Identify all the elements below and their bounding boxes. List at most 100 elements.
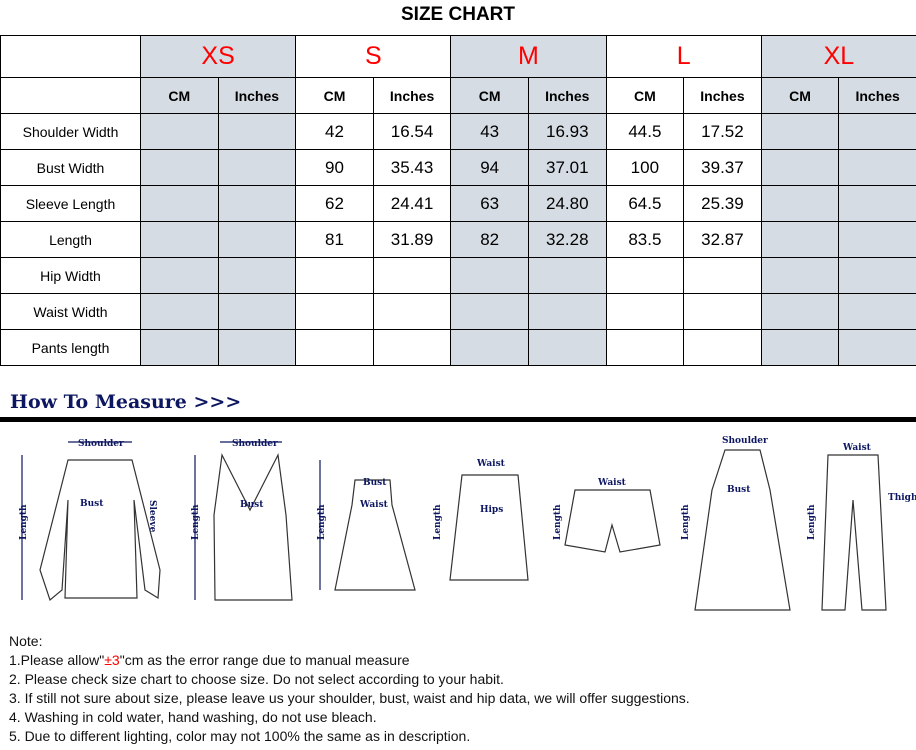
value-cell [295,329,374,366]
value-cell: 62 [295,185,374,222]
label-waist: Waist [597,478,627,488]
label-hips: Hips [480,505,503,515]
value-cell [140,293,219,330]
value-cell [217,293,297,330]
value-cell [683,293,762,330]
value-cell: 24.41 [372,185,452,222]
value-cell [838,113,916,150]
value-cell: 42 [295,113,374,150]
value-cell: 94 [450,149,529,186]
table-row: Hip Width [0,257,916,294]
value-cell [760,221,840,258]
size-header: S [295,35,452,78]
note-3: 3. If still not sure about size, please … [9,690,690,706]
value-cell [838,149,916,186]
label-bust: Bust [240,500,264,510]
note-1-tolerance: ±3 [104,652,120,668]
value-cell [140,149,219,186]
shorts-figure: Waist Length [553,478,661,553]
value-cell [140,257,219,294]
value-cell [217,185,297,222]
value-cell: 16.93 [527,113,607,150]
value-cell [372,257,452,294]
unit-header: Inches [372,77,452,114]
value-cell: 24.80 [527,185,607,222]
value-cell [760,257,840,294]
value-cell [838,257,916,294]
divider [0,417,916,422]
value-cell: 64.5 [605,185,685,222]
value-cell [760,329,840,366]
value-cell [295,257,374,294]
unit-header: Inches [838,77,916,114]
dress-figure: Bust Waist Length [317,460,416,591]
pants-figure: Waist Thigh Length [807,443,916,611]
size-header: M [450,35,607,78]
value-cell [450,329,529,366]
table-row: Shoulder Width 42 16.54 43 16.93 44.5 17.52 [0,113,916,150]
unit-header: Inches [683,77,762,114]
value-cell [217,149,297,186]
value-cell [605,329,685,366]
value-cell [683,257,762,294]
how-to-measure-heading: How To Measure >>> [10,391,242,413]
value-cell [760,113,840,150]
table-row: Length 81 31.89 82 32.28 83.5 32.87 [0,221,916,258]
value-cell: 35.43 [372,149,452,186]
label-waist: Waist [359,500,389,510]
value-cell [140,185,219,222]
label-length: Length [553,504,563,540]
value-cell: 82 [450,221,529,258]
row-label: Bust Width [0,149,141,186]
unit-header: CM [605,77,685,114]
unit-row: CM Inches CM Inches CM Inches CM Inches CM Inches [0,77,916,114]
label-thigh: Thigh [888,493,916,503]
unit-header: CM [450,77,529,114]
label-bust: Bust [80,499,104,509]
row-label: Hip Width [0,257,141,294]
value-cell [838,329,916,366]
notes-heading: Note: [9,633,43,649]
value-cell: 32.28 [527,221,607,258]
note-4: 4. Washing in cold water, hand washing, … [9,709,377,725]
value-cell: 16.54 [372,113,452,150]
value-cell [605,257,685,294]
row-label: Waist Width [0,293,141,330]
unit-header: CM [295,77,374,114]
size-header: L [605,35,762,78]
coat-figure: Shoulder Bust Length [681,436,791,611]
unit-header: CM [140,77,219,114]
skirt-figure: Waist Hips Length [433,459,529,581]
note-1-text: 1.Please allow" [9,652,105,668]
value-cell [760,185,840,222]
table-row: Waist Width [0,293,916,330]
size-chart-table: XS S M L XL CM Inches CM Inches CM Inches CM Inches C… [0,35,916,366]
value-cell: 83.5 [605,221,685,258]
label-shoulder: Shoulder [722,436,768,446]
value-cell [760,293,840,330]
note-1: 1.Please allow"±3"cm as the error range … [9,651,690,670]
value-cell [295,293,374,330]
value-cell: 32.87 [683,221,762,258]
value-cell [372,293,452,330]
unit-header: Inches [527,77,607,114]
corner-cell [0,35,141,78]
value-cell [527,329,607,366]
measurement-illustrations: Shoulder Bust Sleeve Length Shoulder Bus… [19,436,916,611]
label-bust: Bust [363,478,387,488]
note-5: 5. Due to different lighting, color may … [9,728,471,744]
value-cell [838,185,916,222]
corner-cell [0,77,141,114]
value-cell [838,293,916,330]
label-waist: Waist [842,443,872,453]
label-length: Length [433,504,443,540]
value-cell: 44.5 [605,113,685,150]
value-cell [838,221,916,258]
value-cell [217,221,297,258]
value-cell [217,329,297,366]
value-cell: 39.37 [683,149,762,186]
size-header: XS [139,35,297,78]
value-cell [217,257,297,294]
value-cell [140,113,219,150]
label-length: Length [807,504,817,540]
